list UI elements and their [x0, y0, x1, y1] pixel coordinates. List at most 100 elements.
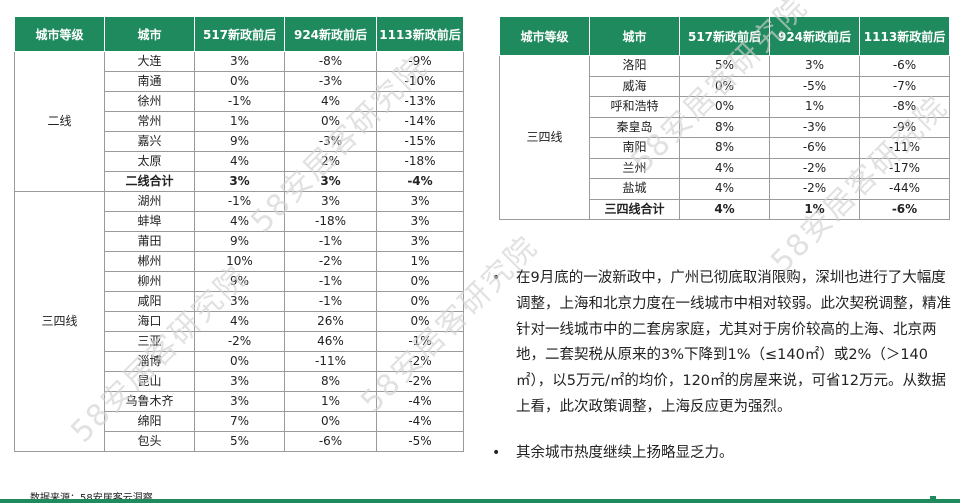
right-data-table: 城市等级 城市 517新政前后 924新政前后 1113新政前后 三四线 洛阳 5%… [499, 16, 950, 220]
table-row: 淄博 0% -11% -2% [15, 351, 464, 372]
cell-517: 5% [194, 431, 285, 452]
table-row: 盐城 4% -2% -44% [500, 178, 950, 200]
cell-924: -11% [284, 351, 377, 372]
cell-1113: -7% [859, 75, 950, 97]
cell-924: -1% [284, 271, 377, 292]
city-cell: 秦皇岛 [589, 116, 680, 138]
table-row: 南通 0% -3% -10% [15, 71, 464, 92]
cell-924: 3% [769, 55, 860, 77]
cell-1113: 3% [376, 231, 464, 252]
cell-924: 8% [284, 371, 377, 392]
table-row: 兰州 4% -2% -17% [500, 157, 950, 179]
cell-1113: -9% [859, 116, 950, 138]
cell-1113: -11% [859, 137, 950, 159]
city-cell: 咸阳 [104, 291, 195, 312]
cell-517: 9% [194, 231, 285, 252]
city-cell: 太原 [104, 151, 195, 172]
cell-1113: 0% [376, 311, 464, 332]
cell-924: -6% [769, 137, 860, 159]
city-cell: 大连 [104, 51, 195, 72]
cell-517: 7% [194, 411, 285, 432]
header-924: 924新政前后 [284, 16, 377, 52]
cell-1113: 1% [376, 251, 464, 272]
city-cell: 海口 [104, 311, 195, 332]
cell-924: -18% [284, 211, 377, 232]
header-city-level: 城市等级 [14, 16, 105, 52]
cell-1113: 3% [376, 211, 464, 232]
cell-1113: -10% [376, 71, 464, 92]
cell-924: 26% [284, 311, 377, 332]
table-row: 绵阳 7% 0% -4% [15, 411, 464, 432]
cell-1113: 0% [376, 271, 464, 292]
table-row: 威海 0% -5% -7% [500, 75, 950, 97]
cell-517: 0% [194, 351, 285, 372]
table-row: 郴州 10% -2% 1% [15, 251, 464, 272]
cell-517: 8% [679, 116, 770, 138]
table-row: 包头 5% -6% -5% [15, 431, 464, 452]
header-517: 517新政前后 [679, 16, 770, 56]
cell-1113: -44% [859, 178, 950, 200]
cell-517: 0% [679, 75, 770, 97]
cell-924: 46% [284, 331, 377, 352]
left-data-table: 城市等级 城市 517新政前后 924新政前后 1113新政前后 二线 大连 3% -… [14, 16, 464, 452]
cell-517: 10% [194, 251, 285, 272]
city-cell: 昆山 [104, 371, 195, 392]
cell-1113: -13% [376, 91, 464, 112]
bullet-text: 其余城市热度继续上扬略显乏力。 [516, 444, 734, 461]
table-row: 呼和浩特 0% 1% -8% [500, 96, 950, 118]
header-city: 城市 [104, 16, 195, 52]
cell-924: 1% [769, 96, 860, 118]
cell-1113: -18% [376, 151, 464, 172]
city-cell: 盐城 [589, 178, 680, 200]
cell-924: 1% [769, 198, 860, 220]
cell-1113: -6% [859, 55, 950, 77]
cell-517: 3% [194, 51, 285, 72]
cell-517: 1% [194, 111, 285, 132]
cell-924: 1% [284, 391, 377, 412]
bullet-item: • 其余城市热度继续上扬略显乏力。 [484, 441, 954, 467]
cell-517: 8% [679, 137, 770, 159]
bullet-text: 在9月底的一波新政中，广州已彻底取消限购，深圳也进行了大幅度调整，上海和北京力度… [516, 270, 951, 415]
bottom-accent-bar [0, 499, 960, 503]
total-label-cell: 三四线合计 [589, 198, 680, 220]
cell-1113: -17% [859, 157, 950, 179]
cell-1113: -5% [376, 431, 464, 452]
cell-924: 3% [284, 191, 377, 212]
city-cell: 湖州 [104, 191, 195, 212]
cell-517: 4% [194, 211, 285, 232]
city-cell: 南通 [104, 71, 195, 92]
cell-517: 9% [194, 131, 285, 152]
cell-924: -1% [284, 231, 377, 252]
cell-924: 0% [284, 411, 377, 432]
cell-1113: -2% [376, 371, 464, 392]
cell-924: -6% [284, 431, 377, 452]
cell-517: 9% [194, 271, 285, 292]
cell-517: -1% [194, 91, 285, 112]
cell-924: -1% [284, 291, 377, 312]
city-cell: 呼和浩特 [589, 96, 680, 118]
cell-1113: -1% [376, 331, 464, 352]
cell-924: -3% [284, 131, 377, 152]
table-row: 三四线 湖州 -1% 3% 3% [14, 191, 464, 452]
table-row: 蚌埠 4% -18% 3% [15, 211, 464, 232]
bullet-dot-icon: • [492, 444, 501, 461]
header-city-level: 城市等级 [499, 16, 590, 56]
cell-517: 0% [679, 96, 770, 118]
table-row: 三亚 -2% 46% -1% [15, 331, 464, 352]
cell-1113: 3% [376, 191, 464, 212]
cell-924: -5% [769, 75, 860, 97]
cell-517: -2% [194, 331, 285, 352]
cell-517: 3% [194, 291, 285, 312]
header-517: 517新政前后 [194, 16, 285, 52]
city-level-cell: 二线 [14, 51, 105, 192]
city-cell: 洛阳 [589, 55, 680, 77]
total-row: 三四线合计 4% 1% -6% [500, 198, 950, 220]
right-header-row: 城市等级 城市 517新政前后 924新政前后 1113新政前后 [499, 16, 950, 56]
cell-517: 3% [194, 371, 285, 392]
city-cell: 莆田 [104, 231, 195, 252]
cell-924: 2% [284, 151, 377, 172]
city-cell: 常州 [104, 111, 195, 132]
table-row: 二线 大连 3% -8% -9% [14, 51, 464, 192]
table-row: 三四线 洛阳 5% 3% -6% [499, 55, 950, 220]
city-cell: 徐州 [104, 91, 195, 112]
